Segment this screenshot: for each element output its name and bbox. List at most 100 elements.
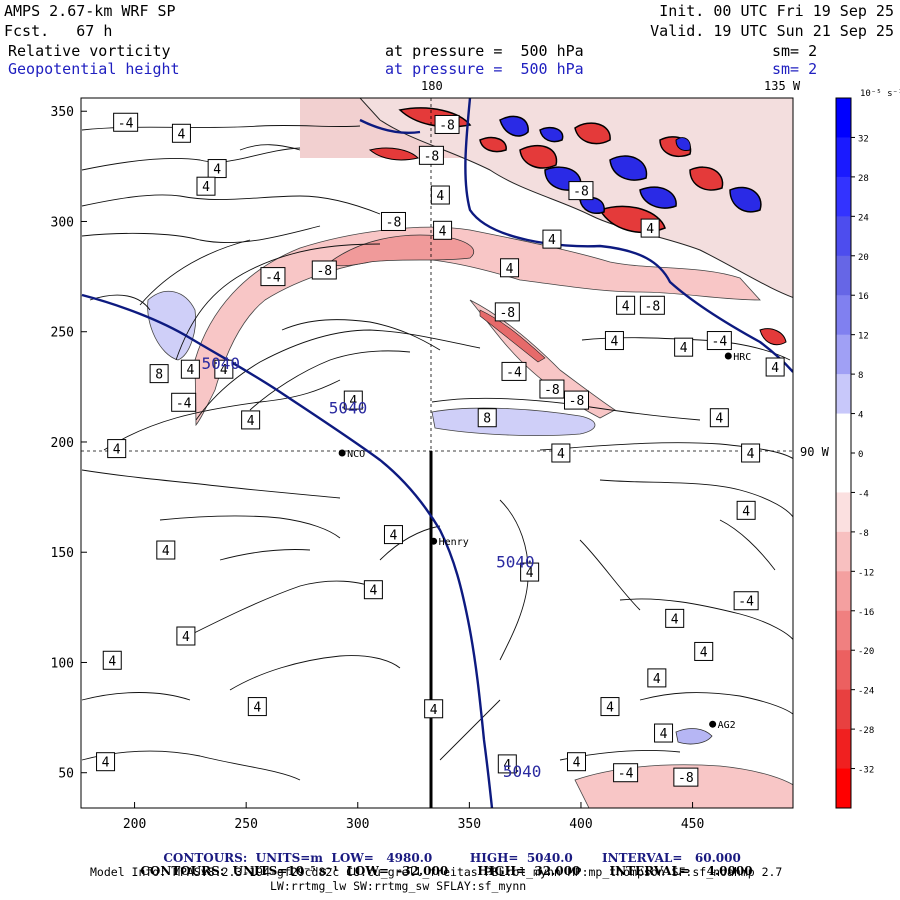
vorticity-label-box [180, 359, 200, 379]
vorticity-label-box [600, 697, 620, 717]
colorbar-label: 12 [858, 332, 869, 342]
height-units: UNITS=m [255, 851, 324, 865]
vorticity-label: 4 [671, 612, 679, 627]
vorticity-label-box [311, 260, 337, 280]
vorticity-label: 4 [349, 394, 357, 409]
colorbar-swatch [836, 689, 851, 730]
vorticity-label-box [149, 364, 169, 384]
neg-vorticity-core [329, 234, 475, 267]
vorticity-label: 4 [213, 163, 221, 178]
field1-level: at pressure = 500 hPa [385, 42, 584, 60]
y-tick-label: 200 [51, 436, 74, 451]
init-time: Init. 00 UTC Fri 19 Sep 25 [659, 2, 894, 20]
colorbar-label: -28 [858, 726, 874, 736]
vorticity-label-box [733, 591, 759, 611]
colorbar-label: -20 [858, 647, 874, 657]
vorticity-label: -4 [265, 271, 281, 286]
colorbar-swatch [836, 295, 851, 336]
forecast-hour: Fcst. 67 h [4, 22, 113, 40]
vorticity-label: -8 [439, 118, 455, 133]
colorbar-swatch [836, 255, 851, 296]
vorticity-label-box [563, 390, 589, 410]
vorticity-label-box [500, 258, 520, 278]
height-interval: INTERVAL= 60.000 [602, 851, 741, 865]
colorbar-swatch [836, 453, 851, 493]
vorticity-label-box [176, 626, 196, 646]
station-label: HRC [733, 352, 751, 363]
vorticity-label-box [551, 443, 571, 463]
y-tick-label: 100 [51, 656, 74, 671]
vorticity-label: 4 [162, 544, 170, 559]
colorbar-label: -8 [858, 529, 869, 539]
station-label: Henry [439, 537, 469, 548]
colorbar-swatch [836, 216, 851, 257]
vorticity-label-box [343, 390, 363, 410]
vorticity-contours-keyword: CONTOURS: [140, 864, 225, 878]
vorticity-label-box [433, 220, 453, 240]
colorbar-label: 8 [858, 371, 863, 381]
neg-vorticity-band [194, 226, 761, 427]
vorticity-label-box [113, 112, 139, 132]
vorticity-label: 4 [430, 703, 438, 718]
vorticity-label-box [566, 752, 586, 772]
vorticity-units: UNITS=10⁻⁵ s⁻¹ [232, 864, 339, 878]
colorbar-label: 24 [858, 213, 869, 223]
vorticity-label: 4 [771, 361, 779, 376]
height-label: 5040 [503, 762, 542, 781]
field2-name: Geopotential height [8, 60, 180, 78]
colorbar-label: 16 [858, 292, 869, 302]
vorticity-label-box [214, 359, 234, 379]
vorticity-label-box [665, 608, 685, 628]
height-contours [81, 98, 793, 808]
vorticity-label-box [477, 408, 497, 428]
vorticity-label-box [241, 410, 261, 430]
station-marker [430, 537, 438, 545]
vorticity-label-box [501, 361, 527, 381]
vorticity-label: -4 [176, 396, 192, 411]
colorbar-label: 32 [858, 134, 869, 144]
vorticity-label: 4 [390, 529, 398, 544]
vorticity-label-box [539, 379, 565, 399]
vorticity-label-box [639, 295, 665, 315]
vorticity-label: 4 [369, 584, 377, 599]
colorbar-swatch [836, 650, 851, 691]
colorbar-swatch [836, 571, 851, 612]
vorticity-label: 4 [436, 189, 444, 204]
vorticity-field [81, 98, 793, 808]
vorticity-label: 4 [700, 645, 708, 660]
vorticity-label: 4 [606, 701, 614, 716]
vorticity-label: 4 [557, 447, 565, 462]
vorticity-label-box [171, 123, 191, 143]
station-label: NCO [347, 449, 365, 460]
vorticity-label: 4 [220, 363, 228, 378]
x-tick-label: 250 [234, 817, 257, 832]
colorbar-swatch [836, 492, 851, 533]
vorticity-label-box [674, 337, 694, 357]
y-tick-label: 250 [51, 326, 74, 341]
vorticity-label-box [694, 641, 714, 661]
vorticity-label: 4 [253, 701, 261, 716]
storm-cells [368, 107, 787, 346]
vorticity-label: 8 [483, 412, 491, 427]
vorticity-label-box [171, 392, 197, 412]
colorbar-swatch [836, 374, 851, 415]
model-info-2: LW:rrtmg_lw SW:rrtmg_sw SFLAY:sf_mynn [270, 879, 527, 893]
vorticity-label-box [613, 763, 639, 783]
vorticity-label-box [418, 145, 444, 165]
vorticity-label-box [107, 439, 127, 459]
vorticity-label: 4 [247, 414, 255, 429]
colorbar-label: -16 [858, 608, 874, 618]
colorbar-swatch [836, 176, 851, 217]
field1-smoothing: sm= 2 [772, 42, 818, 60]
y-tick-label: 300 [51, 215, 74, 230]
vorticity-label: -4 [738, 595, 754, 610]
vorticity-label-box [673, 767, 699, 787]
station-markers: HRC NCO Henry AG2 [338, 352, 751, 731]
model-info: Model Info: MPASv8.2.3-194-gf29cd82c CU:… [90, 865, 783, 879]
vorticity-label-box [430, 185, 450, 205]
colorbar-swatch [836, 768, 851, 809]
vorticity-label-box [494, 302, 520, 322]
y-tick-label: 350 [51, 105, 74, 120]
